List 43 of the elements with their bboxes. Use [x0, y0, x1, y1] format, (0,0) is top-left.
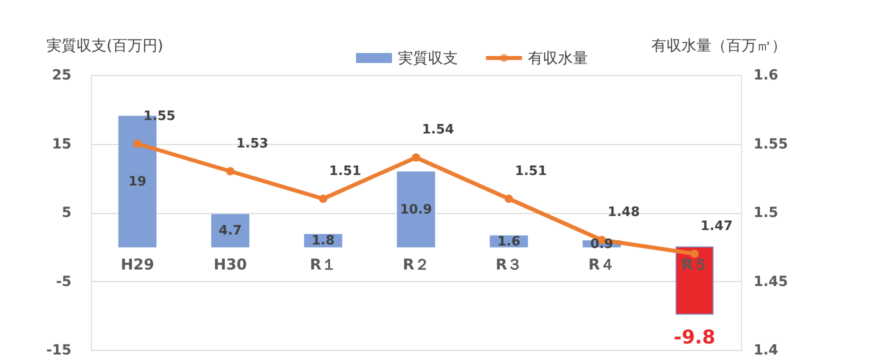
- y2-tick-label: 1.5: [754, 205, 778, 221]
- y-tick-label: 15: [52, 136, 72, 152]
- x-tick-label: R４: [588, 255, 615, 274]
- data-label: 19: [128, 174, 146, 190]
- point: [690, 250, 699, 258]
- y2-tick-label: 1.45: [754, 274, 788, 290]
- bar: [396, 171, 436, 248]
- data-label: 10.9: [400, 202, 432, 218]
- y2-tick-label: 1.6: [754, 68, 778, 84]
- data-label: 1.48: [608, 205, 640, 220]
- x-tick-label: R２: [402, 255, 430, 274]
- y-tick-label: -15: [46, 342, 72, 356]
- legend-label: 有収水量: [528, 49, 588, 67]
- data-label: 1.54: [422, 122, 454, 138]
- point: [318, 194, 328, 203]
- data-label: 1.51: [329, 164, 362, 179]
- bar: [211, 214, 250, 248]
- y-tick-label: 5: [62, 205, 72, 221]
- y2-tick-label: 1.55: [754, 136, 788, 152]
- data-label: 1.6: [497, 234, 520, 250]
- bar: [676, 246, 714, 315]
- point: [133, 140, 142, 148]
- point: [504, 194, 514, 203]
- x-tick-label: H29: [120, 255, 154, 274]
- x-tick-label: R１: [310, 255, 336, 274]
- data-label: 1.8: [312, 234, 335, 249]
- y2-axis-title: 有収水量（百万㎥）: [652, 36, 786, 54]
- data-label: 1.55: [143, 108, 176, 124]
- legend-label: 実質収支: [398, 49, 458, 67]
- point: [412, 153, 420, 162]
- data-label: 1.47: [700, 218, 733, 234]
- data-label: 1.51: [514, 164, 547, 179]
- data-label: 4.7: [218, 224, 242, 239]
- x-tick-label: H30: [214, 255, 248, 274]
- y-tick-label: 25: [52, 68, 72, 84]
- point: [226, 167, 234, 176]
- data-label: -9.8: [674, 326, 716, 348]
- y2-tick-label: 1.4: [754, 342, 779, 356]
- x-tick-label: R５: [681, 255, 708, 274]
- data-label: 1.53: [236, 136, 268, 152]
- y-tick-label: -5: [56, 274, 72, 290]
- x-tick-label: R３: [496, 255, 522, 274]
- y-axis-title: 実質収支(百万円): [46, 36, 164, 54]
